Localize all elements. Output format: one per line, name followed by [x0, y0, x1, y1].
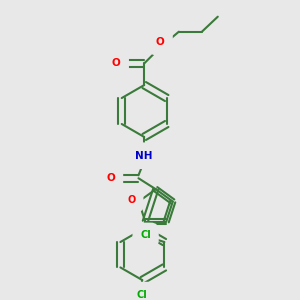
Text: O: O — [112, 58, 121, 68]
Text: Cl: Cl — [140, 230, 151, 240]
Text: NH: NH — [136, 151, 153, 161]
Text: O: O — [106, 173, 115, 183]
Text: Cl: Cl — [137, 290, 148, 299]
Text: O: O — [128, 195, 136, 205]
Text: O: O — [156, 37, 164, 47]
